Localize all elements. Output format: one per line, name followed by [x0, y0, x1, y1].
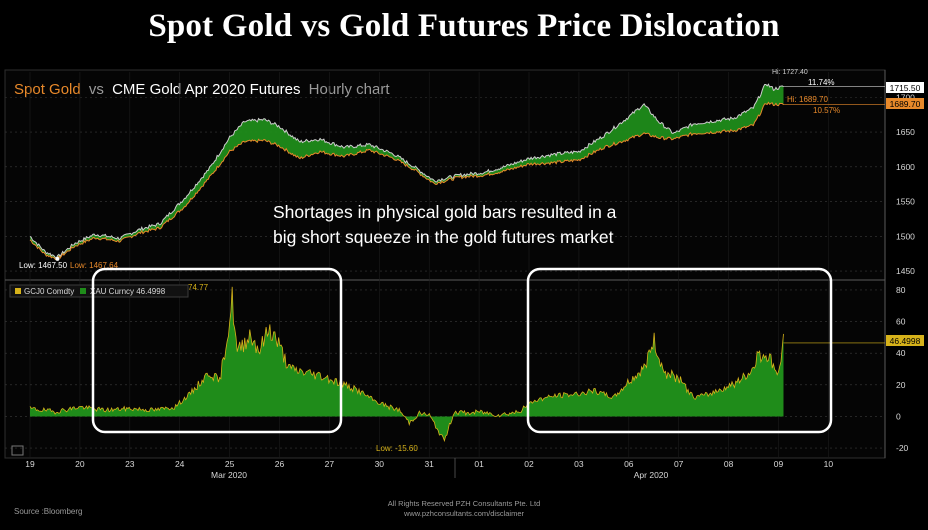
futures-line: [29, 83, 784, 260]
last-futures-value: 1715.50: [890, 83, 921, 93]
y-tick-upper: 1700: [896, 92, 915, 102]
legend-gcj0: GCJ0 Comdty: [24, 287, 74, 296]
low-spot-label: Low: 1467.64: [70, 261, 119, 270]
annotation-text: Shortages in physical gold bars resulted…: [273, 200, 616, 250]
x-tick-day: 06: [624, 459, 634, 469]
last-spot-value: 1689.70: [890, 99, 921, 109]
x-tick-day: 30: [375, 459, 385, 469]
x-tick-day: 25: [225, 459, 235, 469]
x-tick-month: Mar 2020: [211, 470, 247, 480]
y-ticks-upper: 1450 1500 1550 1600 1650 1700: [896, 92, 915, 276]
y-tick-upper: 1650: [896, 127, 915, 137]
y-tick-lower: 80: [896, 285, 906, 295]
highlight-box-march: [91, 267, 343, 434]
x-tick-day: 08: [724, 459, 734, 469]
y-tick-lower: 40: [896, 348, 906, 358]
last-spread-box: [886, 335, 924, 346]
last-futures-box: [886, 82, 924, 93]
x-tick-day: 31: [424, 459, 434, 469]
legend-swatch-xau: [80, 288, 86, 294]
x-tick-day: 20: [75, 459, 85, 469]
legend-xau: XAU Curncy 46.4998: [90, 287, 166, 296]
lower-legend: [9, 284, 189, 298]
x-tick-day: 02: [524, 459, 534, 469]
svg-text:Spot Gold vs CME Gold: Spot Gold vs CME Gold Apr 2020 Futures H…: [14, 81, 390, 98]
x-tick-day: 26: [275, 459, 285, 469]
title-cme-futures: CME Gold Apr 2020 Futures: [112, 81, 300, 98]
lower-series-group: [29, 286, 885, 443]
highlight-box-april: [526, 267, 833, 434]
x-tick-day: 27: [325, 459, 335, 469]
slide-title: Spot Gold vs Gold Futures Price Dislocat…: [148, 8, 780, 44]
low-marker: [55, 256, 60, 261]
y-tick-upper: 1500: [896, 231, 915, 241]
legend-swatch-gcj0: [15, 288, 21, 294]
y-tick-lower: 60: [896, 317, 906, 327]
last-spot-box: [886, 98, 924, 109]
x-tick-day: 23: [125, 459, 135, 469]
x-tick-day: 10: [824, 459, 834, 469]
x-ticks: 19 20 23 24 25 26 27 30 31 01 02 03 06 07 08 09 10 Mar 20…: [25, 458, 833, 480]
x-tick-day: 19: [25, 459, 35, 469]
x-tick-day: 24: [175, 459, 185, 469]
title-vs: vs: [89, 81, 104, 98]
y-tick-lower: 0: [896, 411, 901, 421]
y-tick-lower: 20: [896, 380, 906, 390]
annotation-line-2: big short squeeze in the gold futures ma…: [273, 227, 614, 247]
y-tick-upper: 1600: [896, 162, 915, 172]
x-tick-day: 03: [574, 459, 584, 469]
y-tick-upper: 1550: [896, 197, 915, 207]
title-hourly-chart: Hourly chart: [309, 81, 391, 98]
rights-url: www.pzhconsultants.com/disclaimer: [403, 509, 525, 518]
pct-spot-label: 10.57%: [813, 106, 840, 115]
last-spread-value: 46.4998: [890, 336, 921, 346]
x-tick-month: Apr 2020: [634, 470, 669, 480]
hi-spot-label: Hi: 1689.70: [787, 95, 828, 104]
upper-series-group: [29, 83, 885, 261]
rights-text: All Rights Reserved PZH Consultants Pte.…: [387, 499, 541, 508]
x-tick-day: 09: [774, 459, 784, 469]
chart-zoom-icon[interactable]: [11, 445, 24, 456]
spot-line: [29, 101, 784, 261]
title-spot-gold: Spot Gold: [14, 81, 81, 98]
lower-low-label: Low: -15.60: [376, 444, 418, 453]
source-label: Source :Bloomberg: [14, 507, 83, 516]
y-tick-lower: -20: [896, 443, 909, 453]
peak-label: 74.77: [188, 283, 209, 292]
pct-futures-label: 11.74%: [808, 78, 835, 87]
y-tick-upper: 1450: [896, 266, 915, 276]
low-futures-label: Low: 1467.50: [19, 261, 68, 270]
x-tick-day: 01: [474, 459, 484, 469]
high-marker-label: Hi: 1727.40: [772, 69, 808, 76]
rights-block: All Rights Reserved PZH Consultants Pte.…: [0, 499, 928, 519]
x-tick-day: 07: [674, 459, 684, 469]
annotation-line-1: Shortages in physical gold bars resulted…: [273, 202, 617, 222]
spread-bar-area: [30, 286, 784, 441]
spread-line: [29, 286, 784, 443]
y-ticks-lower: -20 0 20 40 60 80: [896, 285, 909, 453]
